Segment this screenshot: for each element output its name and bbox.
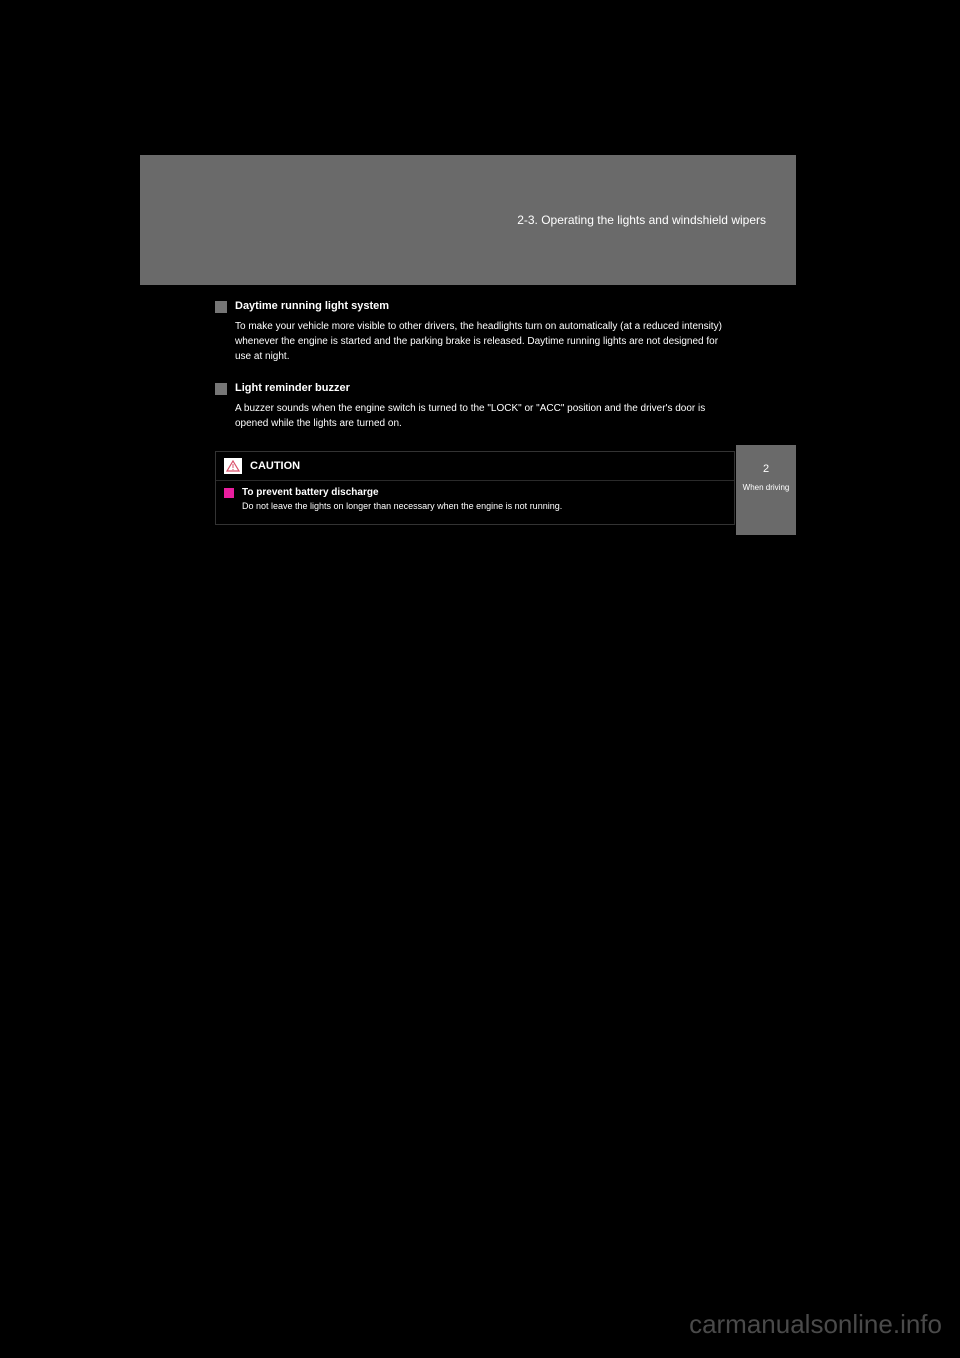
chapter-side-tab: 2 When driving bbox=[736, 445, 796, 535]
section-reference: 2-3. Operating the lights and windshield… bbox=[517, 213, 766, 227]
caution-box: CAUTION To prevent battery discharge Do … bbox=[215, 451, 735, 525]
section-block: Daytime running light system To make you… bbox=[215, 300, 735, 364]
page-header-bar: 2-3. Operating the lights and windshield… bbox=[140, 155, 796, 285]
section-title: Light reminder buzzer bbox=[235, 382, 350, 394]
section-body: A buzzer sounds when the engine switch i… bbox=[215, 401, 735, 431]
section-block: Light reminder buzzer A buzzer sounds wh… bbox=[215, 382, 735, 431]
section-header: Daytime running light system bbox=[215, 300, 735, 313]
section-marker-icon bbox=[215, 383, 227, 395]
caution-label: CAUTION bbox=[250, 460, 300, 472]
chapter-number: 2 bbox=[763, 463, 769, 475]
warning-triangle-icon bbox=[224, 458, 242, 474]
caution-body: Do not leave the lights on longer than n… bbox=[216, 500, 734, 524]
caution-header: CAUTION bbox=[216, 452, 734, 481]
watermark-text: carmanualsonline.info bbox=[689, 1309, 942, 1340]
section-title: Daytime running light system bbox=[235, 300, 389, 312]
chapter-label: When driving bbox=[743, 483, 790, 493]
section-marker-icon bbox=[215, 301, 227, 313]
content-area: Daytime running light system To make you… bbox=[215, 300, 735, 525]
section-body: To make your vehicle more visible to oth… bbox=[215, 319, 735, 364]
caution-marker-icon bbox=[224, 488, 234, 498]
caution-title: To prevent battery discharge bbox=[242, 487, 379, 498]
caution-item: To prevent battery discharge bbox=[216, 481, 734, 500]
section-header: Light reminder buzzer bbox=[215, 382, 735, 395]
